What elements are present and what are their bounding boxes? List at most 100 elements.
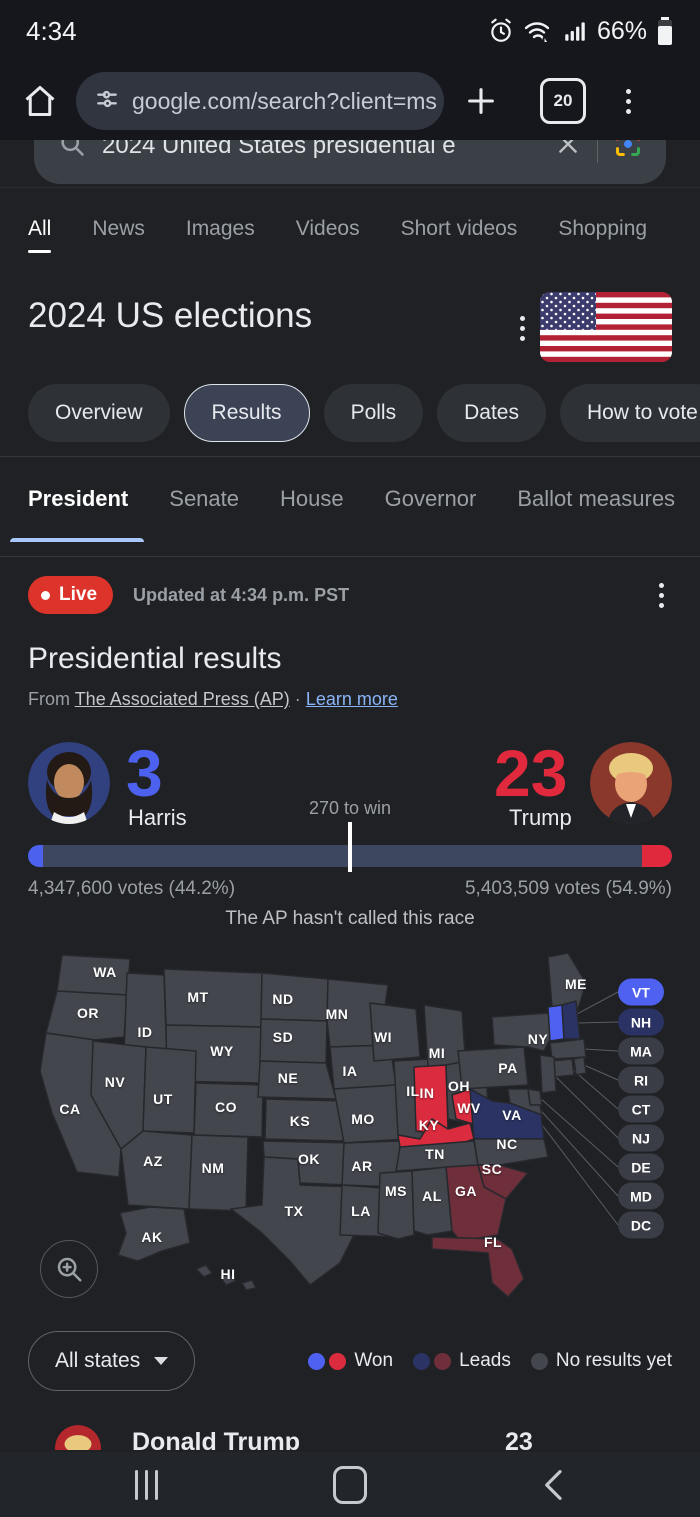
state-pill-NH[interactable]: NH [618, 1008, 664, 1036]
legend-item-leads: Leads [413, 1350, 511, 1372]
home-nav-button[interactable] [322, 1457, 378, 1513]
state-pill-CT[interactable]: CT [618, 1095, 664, 1123]
alarm-icon [488, 18, 514, 44]
state-shape-OR[interactable] [45, 990, 128, 1041]
state-shape-PA[interactable] [457, 1046, 529, 1090]
state-label-MT: MT [187, 989, 209, 1005]
state-label-IN: IN [419, 1085, 435, 1101]
race-tab-house[interactable]: House [280, 486, 344, 511]
results-menu-button[interactable] [651, 575, 672, 616]
chip-how-to-vote[interactable]: How to vote [559, 384, 700, 442]
learn-more-link[interactable]: Learn more [305, 689, 398, 709]
clear-search-icon[interactable] [555, 140, 581, 162]
pill-leader-line [583, 1064, 619, 1081]
search-tab-short-videos[interactable]: Short videos [400, 217, 518, 240]
chip-overview[interactable]: Overview [28, 384, 170, 442]
state-shape-HI[interactable] [195, 1264, 213, 1278]
state-shape-AK[interactable] [117, 1206, 191, 1262]
race-call-note: The AP hasn't called this race [225, 908, 475, 929]
state-shape-GA[interactable] [445, 1164, 507, 1242]
us-results-map[interactable]: WA OR CA ID NV MT WY UT CO AZ NM ND SD NE KS OK TX MN IA MO… [0, 943, 700, 1315]
chip-polls[interactable]: Polls [323, 384, 424, 442]
legend-item-no-results-yet: No results yet [530, 1350, 672, 1372]
state-shape-AL[interactable] [411, 1166, 453, 1236]
legend-dot-no_results [530, 1352, 548, 1370]
race-tab-ballot-measures[interactable]: Ballot measures [517, 486, 676, 511]
url-text[interactable]: google.com/search?client=ms [132, 87, 437, 114]
legend-dot-dem_leads [413, 1352, 431, 1370]
state-label-NC: NC [496, 1136, 518, 1152]
state-label-SC: SC [481, 1161, 503, 1177]
map-zoom-button[interactable] [40, 1240, 98, 1298]
state-shape-CO[interactable] [193, 1082, 264, 1138]
chip-results[interactable]: Results [183, 384, 310, 442]
search-tab-shopping[interactable]: Shopping [558, 217, 648, 240]
race-tab-row: President Senate House Governor Ballot measu… [0, 470, 700, 556]
divider [597, 140, 598, 163]
live-status-row: Live Updated at 4:34 p.m. PST [0, 574, 700, 616]
state-label-TN: TN [425, 1146, 445, 1162]
battery-icon [656, 16, 674, 46]
state-pill-VT[interactable]: VT [618, 978, 664, 1006]
search-tab-images[interactable]: Images [185, 217, 255, 240]
source-link[interactable]: The Associated Press (AP) [74, 689, 290, 709]
state-pill-DE[interactable]: DE [618, 1153, 664, 1181]
source-prefix: From [28, 689, 70, 709]
race-tab-senate[interactable]: Senate [169, 486, 239, 511]
state-shape-VA[interactable] [469, 1088, 545, 1140]
state-pill-RI[interactable]: RI [618, 1066, 664, 1094]
results-heading: Presidential results [28, 642, 282, 675]
tab-switcher-button[interactable]: 20 [540, 78, 586, 124]
search-box[interactable]: 2024 United States presidential e [34, 140, 666, 184]
source-line: From The Associated Press (AP) · Learn m… [28, 689, 398, 710]
race-tab-president[interactable]: President [9, 486, 145, 542]
android-navigation-bar [0, 1452, 700, 1517]
browser-menu-button[interactable] [618, 81, 639, 122]
state-shape-WI[interactable] [369, 1002, 421, 1062]
state-shape-FL[interactable] [431, 1236, 525, 1298]
state-label-WA: WA [93, 964, 117, 980]
search-icon [58, 140, 86, 163]
search-tab-videos[interactable]: Videos [295, 217, 360, 240]
live-badge: Live [28, 576, 114, 614]
state-shape-TX[interactable] [230, 1156, 359, 1286]
all-states-label: All states [55, 1349, 141, 1372]
race-tab-governor[interactable]: Governor [384, 486, 477, 511]
recents-button[interactable] [118, 1457, 174, 1513]
home-button[interactable] [18, 79, 62, 123]
state-pill-MA[interactable]: MA [618, 1037, 664, 1065]
state-shape-MA[interactable] [549, 1038, 587, 1060]
state-pill-MD[interactable]: MD [618, 1182, 664, 1210]
state-shape-MD[interactable] [507, 1088, 543, 1116]
state-shape-HI[interactable] [219, 1272, 237, 1286]
state-label-ME: ME [565, 976, 587, 992]
site-settings-icon[interactable] [94, 86, 120, 117]
state-label-WY: WY [210, 1043, 234, 1059]
tab-count: 20 [553, 91, 573, 110]
state-pill-NJ[interactable]: NJ [618, 1124, 664, 1152]
270-threshold-tick [348, 822, 352, 872]
panel-menu-button[interactable] [512, 308, 533, 349]
state-shape-RI[interactable] [573, 1056, 587, 1076]
state-shape-MS[interactable] [377, 1170, 415, 1240]
back-button[interactable] [526, 1457, 582, 1513]
state-shape-NC[interactable] [473, 1138, 549, 1166]
chip-dates[interactable]: Dates [437, 384, 546, 442]
all-states-dropdown[interactable]: All states [28, 1331, 196, 1391]
state-label-WI: WI [373, 1029, 393, 1045]
search-tab-news[interactable]: News [92, 217, 145, 240]
signal-icon [562, 18, 588, 44]
new-tab-button[interactable] [458, 78, 504, 124]
state-label-ND: ND [272, 991, 294, 1007]
state-pill-DC[interactable]: DC [618, 1211, 664, 1239]
state-shape-NJ[interactable] [539, 1054, 557, 1094]
state-label-AZ: AZ [143, 1153, 163, 1169]
google-lens-icon[interactable] [614, 140, 642, 163]
pill-leader-line [533, 1102, 619, 1197]
state-shape-HI[interactable] [241, 1279, 257, 1291]
url-bar[interactable]: google.com/search?client=ms [76, 72, 444, 130]
search-query[interactable]: 2024 United States presidential e [102, 140, 456, 159]
candidate-list-row-clipped[interactable]: Donald Trump 23 [0, 1420, 700, 1450]
state-shape-ME[interactable] [547, 952, 587, 1010]
search-tab-all[interactable]: All [28, 203, 52, 259]
